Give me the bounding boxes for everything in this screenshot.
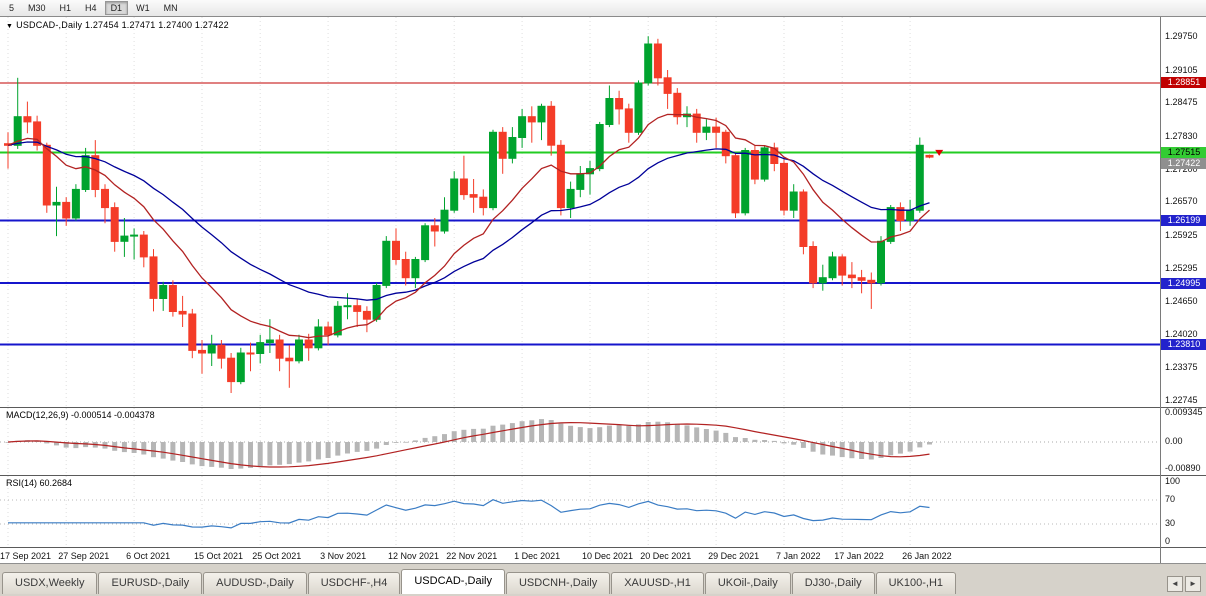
time-axis-label: 6 Oct 2021: [126, 551, 171, 561]
chart-tab-usdcad-daily[interactable]: USDCAD-,Daily: [401, 569, 505, 594]
timeframe-button-M30[interactable]: M30: [22, 1, 52, 15]
price-axis-label: 1.25925: [1165, 229, 1198, 240]
scroll-left-icon[interactable]: ◄: [1167, 576, 1183, 592]
chart-tab-xauusd-h1[interactable]: XAUUSD-,H1: [611, 572, 704, 594]
chart-tab-audusd-daily[interactable]: AUDUSD-,Daily: [203, 572, 307, 594]
chevron-down-icon[interactable]: ▼: [6, 23, 14, 30]
chart-tab-dj30-daily[interactable]: DJ30-,Daily: [791, 572, 875, 594]
hline-price-tag: 1.28851: [1161, 77, 1206, 89]
rsi-label: RSI(14) 60.2684: [6, 478, 73, 488]
price-axis[interactable]: 1.297501.291051.284751.278301.272001.265…: [1160, 17, 1206, 563]
rsi-canvas[interactable]: [0, 476, 1160, 547]
time-axis-label: 1 Dec 2021: [514, 551, 561, 561]
price-axis-label: 1.27830: [1165, 130, 1198, 141]
timeframe-button-D1[interactable]: D1: [104, 1, 129, 15]
chart-tab-eurusd-daily[interactable]: EURUSD-,Daily: [98, 572, 203, 594]
hline-price-tag: 1.26199: [1161, 215, 1206, 227]
timeframe-button-W1[interactable]: W1: [130, 1, 156, 15]
ma-slow-line: [7, 141, 930, 301]
time-axis-label: 20 Dec 2021: [640, 551, 692, 561]
time-axis-label: 7 Jan 2022: [776, 551, 821, 561]
chart-title-text: USDCAD-,Daily 1.27454 1.27471 1.27400 1.…: [16, 20, 229, 30]
candlestick-series: [4, 36, 934, 393]
current-price-tag: 1.27422: [1161, 158, 1206, 170]
timeframe-toolbar: 5 M30 H1 H4 D1 W1 MN: [0, 0, 1206, 17]
time-axis-label: 29 Dec 2021: [708, 551, 760, 561]
chart-area: ▼ USDCAD-,Daily 1.27454 1.27471 1.27400 1…: [0, 17, 1206, 596]
chart-tab-usdchf-h4[interactable]: USDCHF-,H4: [307, 572, 401, 594]
time-axis-label: 26 Jan 2022: [902, 551, 952, 561]
price-axis-label: 0: [1165, 536, 1171, 546]
price-axis-label: 1.23375: [1165, 362, 1198, 373]
time-axis-label: 3 Nov 2021: [320, 551, 367, 561]
macd-histogram: [5, 419, 932, 469]
hline-price-tag: 1.23810: [1161, 339, 1206, 351]
rsi-pane[interactable]: [0, 475, 1160, 547]
price-axis-label: 1.25295: [1165, 262, 1198, 273]
timeframe-button-H1[interactable]: H1: [54, 1, 78, 15]
chart-tab-ukoil-daily[interactable]: UKOil-,Daily: [704, 572, 791, 594]
price-axis-label: 0.00: [1165, 436, 1183, 446]
time-axis-label: 15 Oct 2021: [194, 551, 244, 561]
price-axis-label: 30: [1165, 518, 1176, 528]
price-axis-label: 1.29750: [1165, 31, 1198, 42]
timeframe-button-MN[interactable]: MN: [158, 1, 184, 15]
price-axis-label: -0.00890: [1165, 463, 1201, 473]
macd-label: MACD(12,26,9) -0.000514 -0.004378: [6, 410, 155, 420]
ma-fast-line: [7, 113, 930, 339]
main-price-pane[interactable]: [0, 17, 1160, 407]
chart-tab-bar: USDX,Weekly EURUSD-,Daily AUDUSD-,Daily USD…: [0, 563, 1206, 596]
price-axis-label: 100: [1165, 476, 1181, 486]
price-axis-label: 1.24020: [1165, 328, 1198, 339]
price-axis-label: 1.24650: [1165, 296, 1198, 307]
time-axis-label: 25 Oct 2021: [252, 551, 302, 561]
scroll-right-icon[interactable]: ►: [1185, 576, 1201, 592]
macd-canvas[interactable]: [0, 408, 1160, 475]
price-axis-label: 70: [1165, 494, 1176, 504]
chart-tab-uk100-h1[interactable]: UK100-,H1: [875, 572, 957, 594]
time-axis[interactable]: 17 Sep 2021 27 Sep 2021 6 Oct 2021 15 Oct 2…: [0, 547, 1160, 563]
price-axis-label: 1.29105: [1165, 64, 1198, 75]
main-chart-canvas[interactable]: [0, 17, 1160, 407]
tab-scroll-controls: ◄ ►: [1167, 576, 1204, 594]
price-axis-label: 1.28475: [1165, 97, 1198, 108]
macd-pane[interactable]: [0, 407, 1160, 475]
chart-tab-usdcnh-daily[interactable]: USDCNH-,Daily: [505, 572, 611, 594]
time-axis-label: 17 Jan 2022: [834, 551, 884, 561]
chart-tab-usdx-weekly[interactable]: USDX,Weekly: [2, 572, 98, 594]
time-axis-label: 10 Dec 2021: [582, 551, 634, 561]
sell-arrow-icon: [935, 149, 944, 156]
price-axis-label: 1.26570: [1165, 196, 1198, 207]
time-axis-label: 17 Sep 2021: [0, 551, 52, 561]
timeframe-button-5[interactable]: 5: [3, 1, 20, 15]
macd-signal-line: [7, 421, 930, 468]
time-axis-label: 12 Nov 2021: [388, 551, 440, 561]
rsi-line: [8, 499, 930, 529]
price-axis-label: 1.22745: [1165, 394, 1198, 405]
price-axis-label: 0.009345: [1165, 407, 1203, 417]
time-axis-label: 27 Sep 2021: [58, 551, 110, 561]
chart-title: ▼ USDCAD-,Daily 1.27454 1.27471 1.27400 1…: [6, 20, 229, 30]
timeframe-button-H4[interactable]: H4: [79, 1, 103, 15]
time-axis-label: 22 Nov 2021: [446, 551, 498, 561]
hline-price-tag: 1.27515: [1161, 146, 1206, 158]
hline-price-tag: 1.24995: [1161, 277, 1206, 289]
